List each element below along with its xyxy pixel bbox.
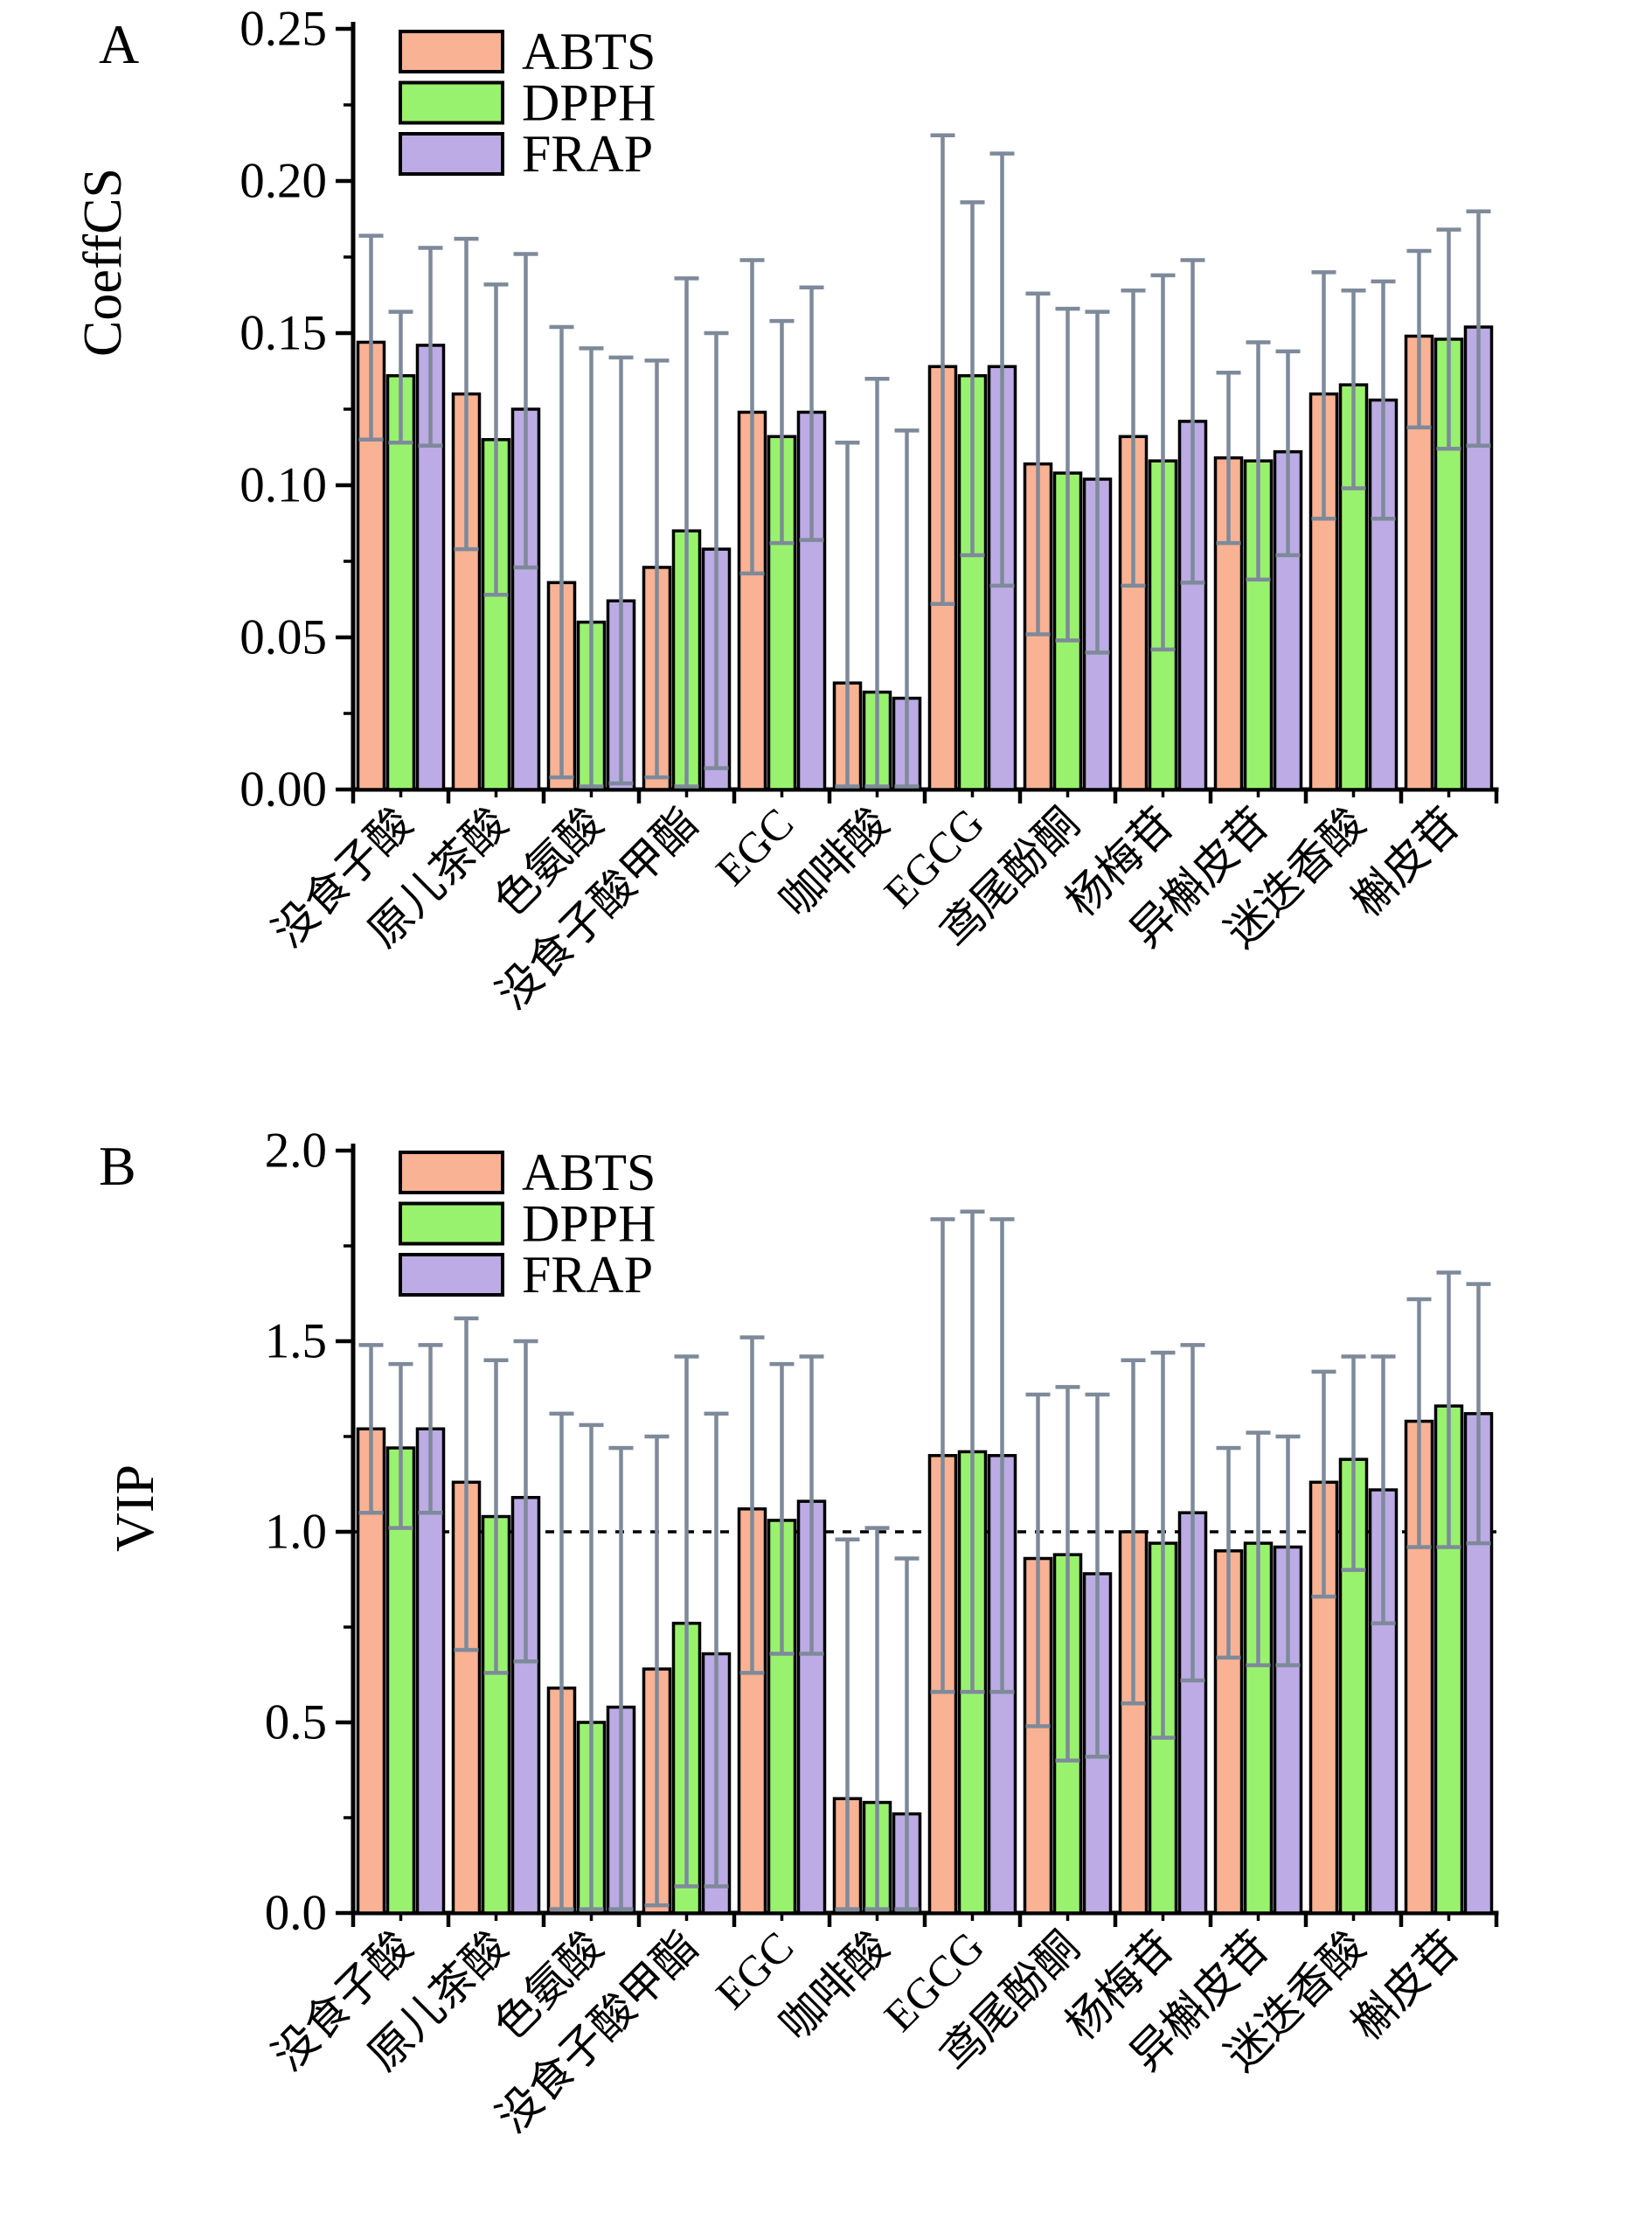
y-tick-label: 2.0 — [265, 1123, 327, 1179]
y-tick-label: 0.0 — [265, 1886, 327, 1941]
legend-swatch-abts — [399, 30, 504, 73]
legend-swatch-dpph — [399, 80, 504, 125]
bar-DPPH-0 — [385, 373, 416, 791]
legend-label-frap: FRAP — [522, 125, 653, 183]
legend-label-dpph: DPPH — [522, 74, 656, 132]
legend-label-dpph: DPPH — [522, 1195, 656, 1253]
panel-letter-b: B — [99, 1135, 136, 1197]
legend-swatch-abts — [399, 1151, 504, 1194]
y-tick-label: 0.15 — [239, 306, 327, 361]
legend-swatch-dpph — [399, 1201, 504, 1246]
y-tick-label: 1.5 — [265, 1314, 327, 1369]
y-tick-label: 0.00 — [239, 762, 327, 817]
y-tick-label: 0.25 — [239, 2, 327, 57]
y-tick-label: 0.20 — [239, 154, 327, 209]
legend-label-abts: ABTS — [522, 23, 656, 80]
y-tick-label: 1.0 — [265, 1505, 327, 1560]
y-tick-label: 0.05 — [239, 610, 327, 665]
legend-label-frap: FRAP — [522, 1246, 653, 1304]
legend-swatch-frap — [399, 1253, 504, 1297]
y-axis-title-a: CoeffCS — [73, 168, 133, 357]
y-tick-label: 0.5 — [265, 1695, 327, 1750]
legend-swatch-frap — [399, 132, 504, 176]
legend-label-abts: ABTS — [522, 1144, 656, 1201]
bar-ABTS-11 — [1404, 334, 1434, 791]
panel-letter-a: A — [99, 13, 139, 75]
y-tick-label: 0.10 — [239, 458, 327, 513]
y-axis-title-b: VIP — [106, 1464, 165, 1552]
